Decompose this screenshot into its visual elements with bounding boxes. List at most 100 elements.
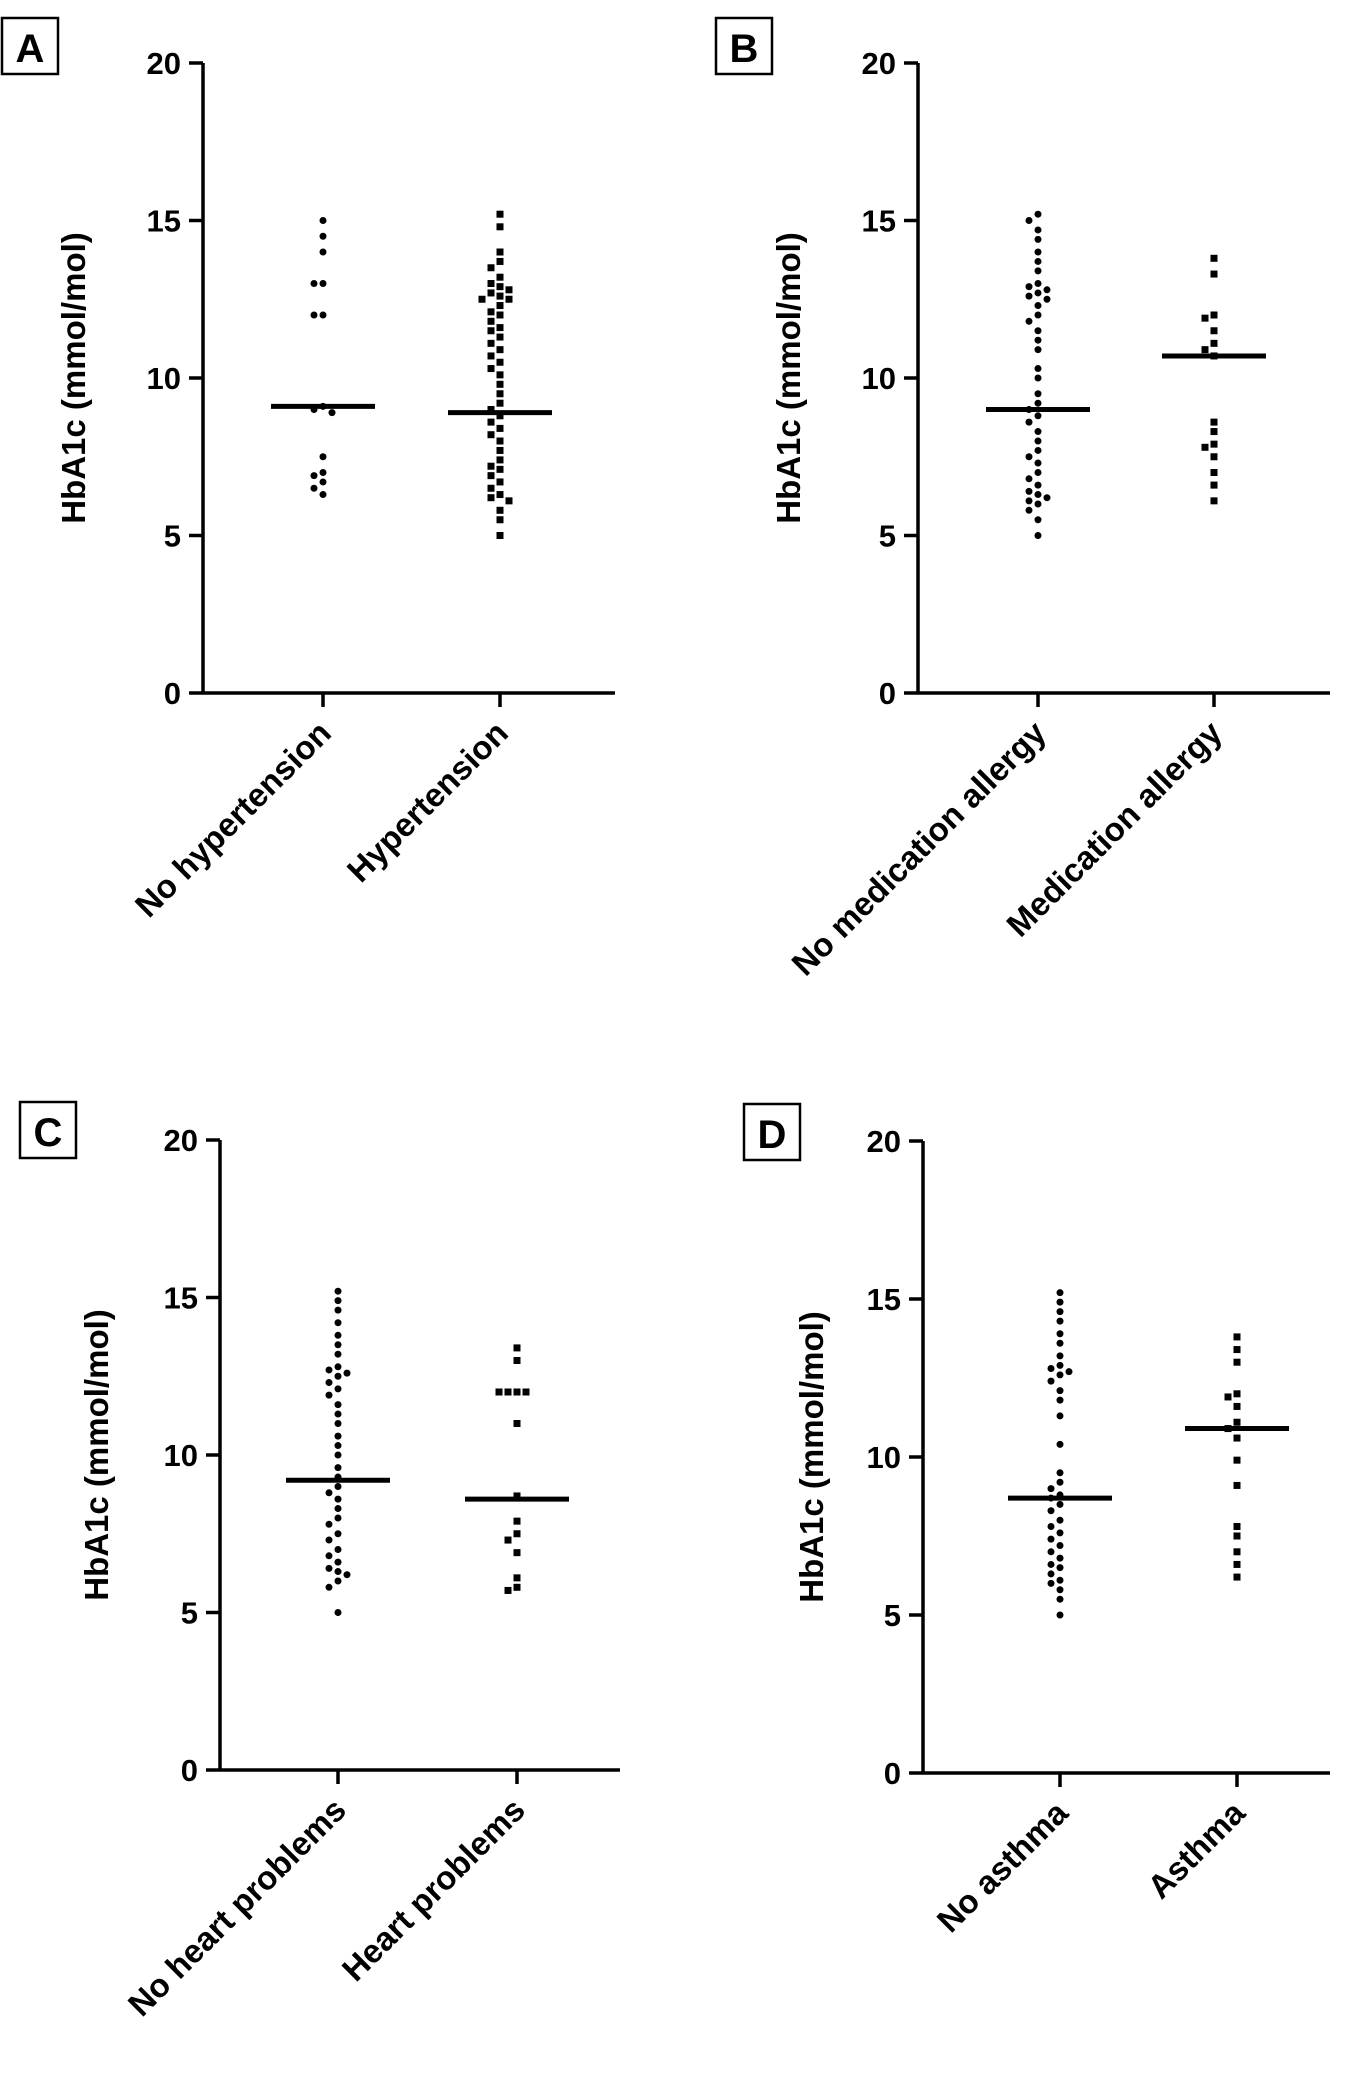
data-point <box>1025 418 1033 426</box>
y-tick-label: 20 <box>147 46 181 81</box>
data-point <box>1025 317 1033 325</box>
data-point <box>1034 459 1042 467</box>
data-point <box>334 1287 342 1295</box>
data-point <box>513 1492 521 1500</box>
data-point <box>496 371 504 379</box>
data-point <box>325 1489 333 1497</box>
data-point <box>496 412 504 420</box>
data-point <box>1047 1507 1055 1515</box>
data-point <box>310 311 318 319</box>
panel-letter: A <box>16 27 45 71</box>
panel-letter: D <box>758 1113 787 1157</box>
data-point <box>505 497 513 505</box>
y-tick-label: 15 <box>862 204 896 239</box>
data-point <box>1043 286 1051 294</box>
data-point <box>334 1577 342 1585</box>
y-tick-label: 5 <box>181 1596 198 1631</box>
data-point <box>496 358 504 366</box>
data-point <box>1056 1308 1064 1316</box>
data-point <box>1034 311 1042 319</box>
data-point <box>325 1564 333 1572</box>
data-point <box>1210 327 1218 335</box>
data-point <box>1056 1361 1064 1369</box>
data-point <box>334 1297 342 1305</box>
data-point <box>1034 336 1042 344</box>
data-point <box>513 1530 521 1538</box>
data-point <box>1056 1554 1064 1562</box>
data-point <box>1047 1523 1055 1531</box>
data-point <box>1034 491 1042 499</box>
data-point <box>1034 532 1042 539</box>
data-point <box>504 1388 512 1396</box>
data-point <box>1034 302 1042 310</box>
data-point <box>319 311 327 319</box>
data-point <box>1210 270 1218 278</box>
data-point <box>334 1546 342 1553</box>
data-point <box>1056 1371 1064 1379</box>
data-point <box>496 257 504 265</box>
data-point <box>487 327 495 335</box>
y-tick-label: 10 <box>862 361 896 396</box>
data-point <box>513 1388 521 1396</box>
data-point <box>1233 1548 1241 1556</box>
data-point <box>310 472 318 480</box>
data-point <box>319 478 327 486</box>
data-point <box>496 273 504 281</box>
y-tick-label: 15 <box>867 1282 901 1317</box>
data-point <box>1034 399 1042 407</box>
data-point <box>1047 1365 1055 1373</box>
data-point <box>1047 1579 1055 1587</box>
data-point <box>334 1372 342 1380</box>
data-point <box>310 484 318 492</box>
data-point <box>1047 1535 1055 1543</box>
data-point <box>496 437 504 445</box>
data-point <box>487 317 495 325</box>
data-point <box>1034 390 1042 398</box>
x-tick-label: No medication allergy <box>784 713 1053 982</box>
data-point <box>496 465 504 473</box>
data-point <box>487 352 495 360</box>
data-point <box>513 1574 521 1582</box>
data-point <box>334 1420 342 1427</box>
y-tick-label: 5 <box>884 1598 901 1633</box>
data-point <box>343 1571 351 1579</box>
y-axis-label: HbA1c (mmol/mol) <box>78 1309 115 1601</box>
panel-a: A 0 5 10 15 20 HbA1c (mmol/mol) No hypertension… <box>0 16 615 924</box>
data-point <box>496 283 504 291</box>
data-point <box>496 478 504 486</box>
panel-letter-box <box>18 1100 78 1160</box>
data-point <box>310 280 318 287</box>
data-point <box>496 446 504 454</box>
data-point <box>334 1609 342 1616</box>
y-axis-label: HbA1c (mmol/mol) <box>55 232 92 524</box>
data-point <box>1025 292 1033 300</box>
data-point <box>1034 346 1042 354</box>
data-point <box>1034 469 1042 476</box>
data-point <box>1034 226 1042 234</box>
data-point <box>487 365 495 373</box>
y-tick-label: 5 <box>879 519 896 554</box>
y-tick-label: 15 <box>147 204 181 239</box>
data-point <box>325 1366 333 1374</box>
x-tick-label: Heart problems <box>335 1791 532 1988</box>
data-point <box>1056 1387 1064 1395</box>
data-point <box>319 469 327 476</box>
y-tick-label: 10 <box>164 1438 198 1473</box>
data-point <box>319 217 327 224</box>
data-point <box>487 280 495 287</box>
data-point <box>1056 1330 1064 1338</box>
y-tick-label: 20 <box>862 46 896 81</box>
data-point <box>319 248 327 256</box>
data-point <box>522 1388 530 1396</box>
x-tick-label: Hypertension <box>340 714 515 889</box>
data-point <box>334 1385 342 1393</box>
data-point <box>1034 280 1042 287</box>
data-point <box>487 462 495 470</box>
data-point <box>1034 412 1042 420</box>
data-point <box>1233 1333 1241 1341</box>
data-point <box>1210 339 1218 347</box>
data-point <box>1034 516 1042 524</box>
data-point <box>1025 497 1033 505</box>
data-point <box>504 1586 512 1594</box>
